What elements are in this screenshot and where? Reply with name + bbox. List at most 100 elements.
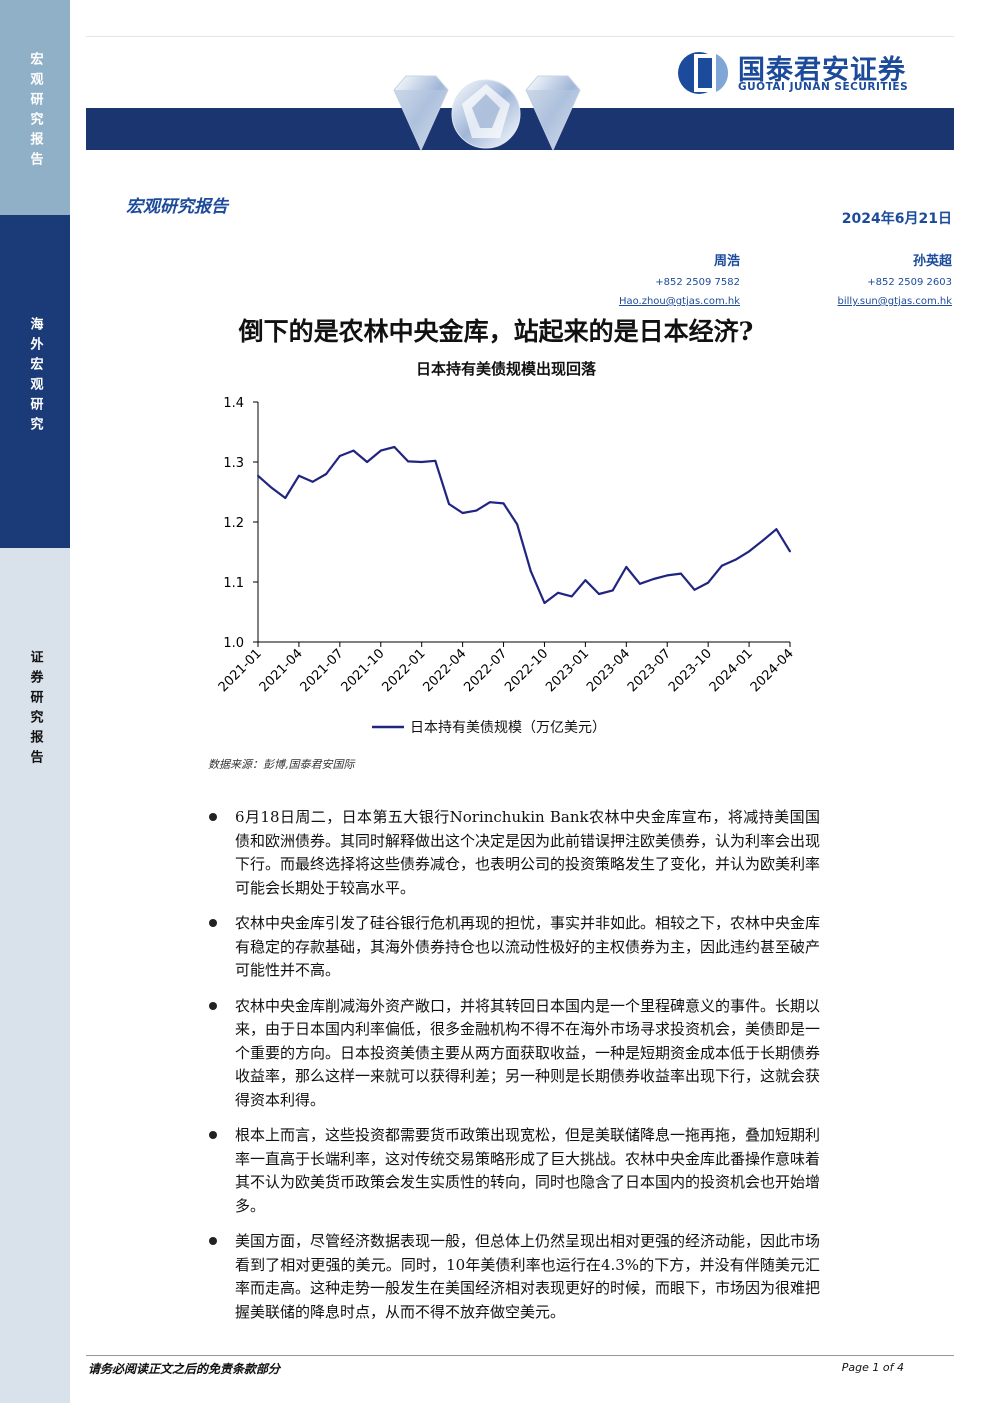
data-source: 数据来源：彭博,国泰君安国际 [208, 758, 355, 771]
data-point [434, 459, 437, 462]
x-tick-label: 2024-01 [707, 646, 756, 695]
data-point [448, 503, 450, 505]
bullet-text: 根本上而言，这些投资都需要货币政策出现宽松，但是美联储降息一拖再拖，叠加短期利率… [235, 1126, 821, 1215]
author-email-link[interactable]: Hao.zhou@gtjas.com.hk [618, 296, 740, 307]
x-tick-label: 2023-10 [666, 646, 715, 695]
x-tick-label: 2022-10 [502, 646, 551, 695]
author-name: 孙英超 [912, 254, 952, 269]
sidebar-label: 证券研究报告 [27, 650, 43, 770]
data-point [775, 528, 778, 531]
author-phone: +852 2509 2603 [867, 277, 952, 288]
sidebar-section-overseas-macro: 海外宏观研究 [0, 215, 70, 548]
data-point [707, 581, 710, 584]
data-point [652, 578, 655, 580]
author-phone: +852 2509 7582 [655, 277, 740, 288]
author-name: 周浩 [713, 254, 740, 269]
bullet-text: 农林中央金库引发了硅谷银行危机再现的担忧，事实并非如此。相较之下，农林中央金库有… [235, 914, 821, 979]
data-point [666, 574, 669, 577]
x-tick-label: 2024-04 [748, 646, 797, 695]
x-tick-label: 2021-01 [216, 646, 265, 695]
x-tick-label: 2021-04 [257, 646, 306, 695]
company-name-cn: 国泰君安证券 [738, 55, 906, 86]
data-point [502, 502, 505, 505]
diamond-decoration-icon [393, 75, 581, 152]
legend-label: 日本持有美债规模（万亿美元） [410, 720, 606, 736]
y-tick-label: 1.2 [223, 516, 244, 531]
data-point [693, 588, 696, 591]
page-number: Page 1 of 4 [841, 1361, 904, 1374]
data-point [720, 564, 723, 567]
list-item: 6月18日周二，日本第五大银行Norinchukin Bank农林中央金库宣布，… [205, 806, 820, 900]
y-tick-label: 1.1 [223, 576, 244, 591]
bullet-text: 美国方面，尽管经济数据表现一般，但总体上仍然呈现出相对更强的经济动能，因此市场看… [235, 1232, 821, 1321]
bullet-icon [209, 1001, 217, 1010]
data-point [407, 460, 410, 463]
series-line [257, 445, 791, 605]
sidebar-section-macro-report: 宏观研究报告 [0, 0, 70, 215]
data-point [557, 591, 560, 594]
data-point [420, 461, 423, 463]
list-item: 美国方面，尽管经济数据表现一般，但总体上仍然呈现出相对更强的经济动能，因此市场看… [205, 1230, 820, 1324]
list-item: 根本上而言，这些投资都需要货币政策出现宽松，但是美联储降息一拖再拖，叠加短期利率… [205, 1124, 820, 1218]
bullet-icon [209, 813, 217, 821]
data-point [366, 461, 369, 463]
bullet-text: 农林中央金库削减海外资产敞口，并将其转回日本国内是一个里程碑意义的事件。长期以来… [235, 996, 821, 1109]
data-point [461, 512, 464, 514]
data-point [311, 480, 314, 483]
x-tick-label: 2022-04 [420, 646, 469, 695]
data-point [257, 474, 259, 477]
data-point [598, 593, 600, 595]
company-name-en: GUOTAI JUNAN SECURITIES [738, 81, 909, 93]
data-point [584, 579, 587, 582]
data-point [338, 455, 341, 457]
bullet-icon [209, 1131, 217, 1139]
data-point [748, 550, 751, 553]
data-point [516, 523, 519, 526]
data-point [393, 446, 396, 448]
author-card: 周浩 +852 2509 7582 Hao.zhou@gtjas.com.hk [619, 250, 740, 307]
x-tick-label: 2023-07 [625, 646, 674, 695]
bullet-icon [209, 1237, 217, 1245]
x-tick-label: 2021-07 [298, 646, 347, 695]
data-point [543, 602, 546, 604]
sidebar-label: 宏观研究报告 [27, 52, 43, 172]
data-point [611, 589, 614, 592]
chart-title: 日本持有美债规模出现回落 [415, 360, 596, 378]
chart-legend: 日本持有美债规模（万亿美元） [372, 720, 606, 736]
data-point [734, 558, 737, 561]
bullet-text: 6月18日周二，日本第五大银行Norinchukin Bank农林中央金库宣布，… [235, 808, 821, 897]
list-item: 农林中央金库削减海外资产敞口，并将其转回日本国内是一个里程碑意义的事件。长期以来… [205, 995, 820, 1113]
x-tick-label: 2022-01 [379, 646, 428, 695]
data-point [297, 474, 300, 477]
line-chart: 1.01.11.21.31.4 2021-012021-042021-07202… [216, 396, 797, 736]
data-point [284, 497, 287, 499]
bullet-list: 6月18日周二，日本第五大银行Norinchukin Bank农林中央金库宣布，… [205, 806, 820, 1336]
data-point [488, 501, 491, 504]
data-point [379, 449, 382, 452]
y-tick-label: 1.4 [223, 396, 244, 411]
bullet-icon [209, 919, 217, 927]
report-title: 倒下的是农林中央金库，站起来的是日本经济? [238, 317, 754, 346]
data-point [325, 473, 328, 475]
sidebar-section-securities-report: 证券研究报告 [0, 548, 70, 1403]
sidebar-label: 海外宏观研究 [27, 317, 43, 437]
data-point [475, 509, 478, 512]
data-point [270, 486, 273, 489]
author-email-link[interactable]: billy.sun@gtjas.com.hk [837, 296, 952, 307]
x-tick-label: 2021-10 [339, 646, 388, 695]
sidebar: 宏观研究报告 海外宏观研究 证券研究报告 [0, 0, 70, 1403]
logo-mark-icon [678, 52, 729, 94]
report-date: 2024年6月21日 [841, 211, 952, 227]
data-point [352, 449, 355, 452]
footer-divider [86, 1355, 954, 1356]
data-point [679, 572, 682, 575]
data-point [529, 570, 532, 573]
author-card: 孙英超 +852 2509 2603 billy.sun@gtjas.com.h… [838, 250, 952, 307]
y-tick-label: 1.0 [223, 636, 244, 651]
footer-disclaimer[interactable]: 请务必阅读正文之后的免责条款部分 [88, 1362, 281, 1376]
data-point [638, 582, 641, 585]
company-logo: 国泰君安证券 GUOTAI JUNAN SECURITIES [676, 48, 956, 98]
x-tick-label: 2023-01 [543, 646, 592, 695]
x-tick-label: 2022-07 [461, 646, 510, 695]
list-item: 农林中央金库引发了硅谷银行危机再现的担忧，事实并非如此。相较之下，农林中央金库有… [205, 912, 820, 983]
